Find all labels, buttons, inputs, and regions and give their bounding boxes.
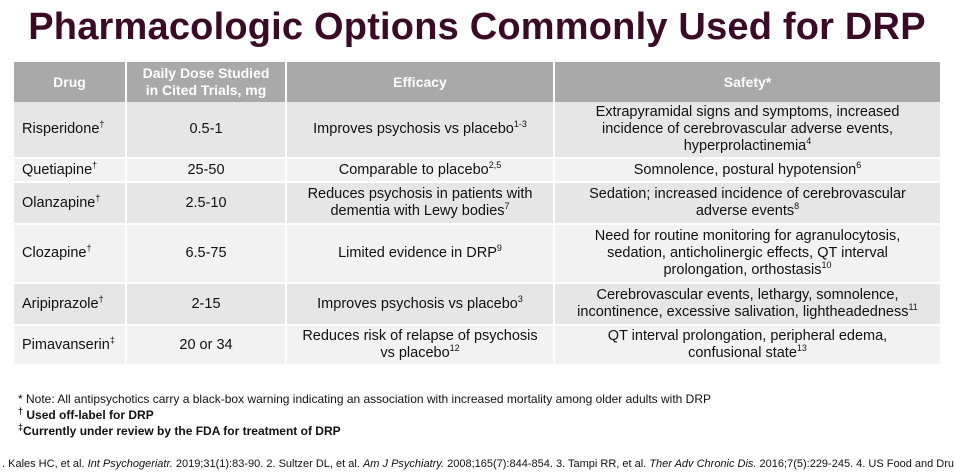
cell-drug: Aripiprazole†	[14, 283, 127, 326]
cell-efficacy: Improves psychosis vs placebo3	[286, 283, 555, 326]
efficacy-line: Reduces psychosis in patients with	[307, 186, 533, 202]
efficacy-line: vs placebo	[380, 345, 450, 361]
efficacy-ref: 9	[496, 243, 502, 254]
cell-safety: QT interval prolongation, peripheral ede…	[554, 325, 940, 366]
cell-efficacy: Limited evidence in DRP9	[286, 224, 555, 284]
cell-efficacy: Reduces risk of relapse of psychosis vs p…	[286, 325, 555, 366]
efficacy-ref: 12	[449, 343, 460, 354]
header-dose-line2: in Cited Trials, mg	[145, 82, 267, 98]
cell-drug: Olanzapine†	[14, 182, 127, 225]
cell-safety: Cerebrovascular events, lethargy, somnol…	[554, 283, 940, 326]
safety-line: QT interval prolongation, peripheral ede…	[607, 328, 888, 344]
safety-ref: 8	[794, 201, 800, 212]
cell-dose: 0.5-1	[126, 102, 287, 159]
table-row: Clozapine† 6.5-75 Limited evidence in DRP9…	[14, 224, 940, 284]
efficacy-ref: 2,5	[488, 159, 502, 170]
cell-drug: Quetiapine†	[14, 158, 127, 183]
safety-line: Cerebrovascular events, lethargy, somnol…	[596, 287, 899, 303]
safety-line: prolongation, orthostasis	[663, 262, 822, 278]
note-black-box: * Note: All antipsychotics carry a black…	[18, 392, 711, 406]
safety-line: Need for routine monitoring for agranulo…	[594, 228, 901, 244]
safety-ref: 10	[821, 260, 832, 271]
cell-efficacy: Improves psychosis vs placebo1-3	[286, 102, 555, 159]
header-drug: Drug	[14, 62, 127, 102]
safety-line: Sedation; increased incidence of cerebro…	[589, 186, 906, 202]
cell-efficacy: Comparable to placebo2,5	[286, 158, 555, 183]
cell-dose: 2-15	[126, 283, 287, 326]
header-safety: Safety*	[554, 62, 940, 102]
table-row: Aripiprazole† 2-15 Improves psychosis vs p…	[14, 283, 940, 326]
table-row: Olanzapine† 2.5-10 Reduces psychosis in pa…	[14, 182, 940, 225]
safety-line: incidence of cerebrovascular adverse eve…	[602, 121, 893, 137]
cell-drug: Pimavanserin‡	[14, 325, 127, 366]
cell-safety: Sedation; increased incidence of cerebro…	[554, 182, 940, 225]
efficacy-line: Reduces risk of relapse of psychosis	[302, 328, 538, 344]
slide-title: Pharmacologic Options Commonly Used for …	[28, 6, 926, 48]
table-row: Quetiapine† 25-50 Comparable to placebo2,5…	[14, 158, 940, 183]
note-fda-review: ‡Currently under review by the FDA for t…	[18, 422, 341, 439]
references: . Kales HC, et al. Int Psychogeriatr. 20…	[2, 458, 954, 470]
efficacy-line: dementia with Lewy bodies	[330, 203, 505, 219]
efficacy-line: Improves psychosis vs placebo	[317, 295, 518, 312]
header-daily-dose: Daily Dose Studied in Cited Trials, mg	[126, 62, 287, 102]
cell-safety: Somnolence, postural hypotension6	[554, 158, 940, 183]
efficacy-ref: 1-3	[513, 119, 527, 130]
safety-line: confusional state	[688, 345, 797, 361]
efficacy-ref: 7	[504, 201, 510, 212]
safety-line: Extrapyramidal signs and symptoms, incre…	[595, 104, 900, 120]
cell-dose: 20 or 34	[126, 325, 287, 366]
header-dose-line1: Daily Dose Studied	[142, 65, 270, 81]
table-row: Pimavanserin‡ 20 or 34 Reduces risk of rel…	[14, 325, 940, 366]
safety-ref: 13	[796, 343, 807, 354]
cell-safety: Need for routine monitoring for agranulo…	[554, 224, 940, 284]
efficacy-ref: 3	[517, 293, 523, 304]
cell-efficacy: Reduces psychosis in patients with dement…	[286, 182, 555, 225]
safety-line: sedation, anticholinergic effects, QT in…	[607, 245, 888, 261]
cell-drug: Clozapine†	[14, 224, 127, 284]
efficacy-line: Improves psychosis vs placebo	[313, 121, 514, 137]
safety-ref: 4	[806, 136, 812, 147]
safety-line: incontinence, excessive salivation, ligh…	[577, 304, 909, 320]
cell-safety: Extrapyramidal signs and symptoms, incre…	[554, 102, 940, 159]
safety-line: adverse events	[695, 203, 795, 219]
cell-dose: 6.5-75	[126, 224, 287, 284]
table-header-row: Drug Daily Dose Studied in Cited Trials,…	[14, 62, 940, 102]
efficacy-line: Limited evidence in DRP	[338, 245, 497, 261]
drug-table: Drug Daily Dose Studied in Cited Trials,…	[14, 62, 940, 366]
cell-drug: Risperidone†	[14, 102, 127, 159]
table-row: Risperidone† 0.5-1 Improves psychosis vs p…	[14, 102, 940, 159]
note-off-label: † Used off-label for DRP	[18, 406, 154, 423]
header-efficacy: Efficacy	[286, 62, 555, 102]
cell-dose: 2.5-10	[126, 182, 287, 225]
footnotes: * Note: All antipsychotics carry a black…	[18, 391, 711, 439]
safety-line: hyperprolactinemia	[683, 138, 807, 154]
efficacy-line: Comparable to placebo	[338, 161, 489, 178]
safety-line: Somnolence, postural hypotension	[633, 161, 857, 178]
safety-ref: 11	[908, 302, 918, 313]
cell-dose: 25-50	[126, 158, 287, 183]
safety-ref: 6	[856, 159, 862, 170]
